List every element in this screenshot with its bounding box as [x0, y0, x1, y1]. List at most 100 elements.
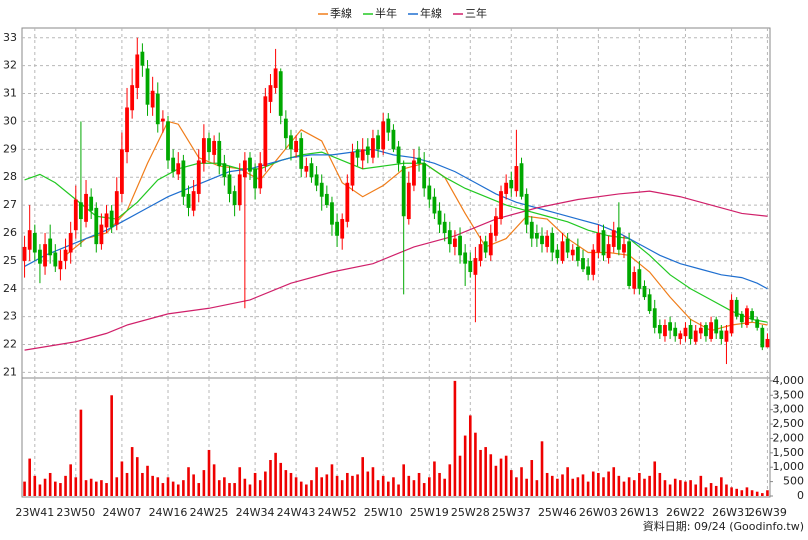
candle-body: [519, 163, 524, 197]
candle-body: [453, 238, 457, 247]
volume-bar: [166, 477, 170, 496]
x-tick-label: 25W37: [492, 506, 531, 519]
volume-bar: [59, 483, 62, 496]
volume-bar: [151, 475, 154, 496]
candle-body: [258, 163, 263, 189]
volume-bar: [648, 475, 651, 496]
candle-body: [396, 146, 401, 164]
candle-body: [663, 325, 667, 337]
volume-bar: [238, 467, 242, 496]
volume-bar: [453, 380, 457, 496]
x-tick-label: 25W28: [451, 506, 490, 519]
volume-bar: [627, 477, 631, 496]
candle-body: [319, 182, 324, 197]
candle-body: [335, 221, 339, 236]
candle-body: [355, 149, 360, 158]
x-tick-label: 25W10: [364, 506, 403, 519]
candle-body: [586, 266, 591, 275]
volume-bar: [233, 483, 236, 496]
volume-bar: [673, 478, 677, 496]
legend-label: 三年: [465, 6, 487, 20]
candle-body: [709, 322, 713, 339]
candle-body: [596, 232, 601, 253]
candle-body: [253, 168, 258, 189]
candle-body: [248, 157, 252, 172]
volume-bar: [130, 447, 134, 496]
candle-body: [545, 235, 550, 247]
volume-bar: [69, 464, 72, 496]
candle-body: [130, 85, 135, 111]
volume-bar: [105, 483, 108, 496]
volume-bar: [438, 472, 441, 496]
candle-body: [678, 333, 683, 339]
volume-bar: [197, 483, 201, 496]
candle-body: [447, 230, 452, 245]
candle-body: [109, 210, 114, 228]
candle-body: [529, 221, 534, 239]
candle-body: [114, 191, 119, 225]
candle-body: [673, 327, 678, 337]
legend-label: 半年: [375, 6, 397, 20]
volume-bar: [684, 481, 687, 496]
candle-body: [145, 68, 150, 105]
volume-bar: [110, 395, 113, 496]
volume-bar: [376, 480, 380, 496]
candle-body: [412, 160, 416, 186]
volume-bar: [591, 471, 595, 496]
volume-bar: [43, 478, 47, 496]
volume-bar: [94, 481, 98, 496]
y2-tick-label: 3,500: [773, 388, 805, 401]
x-tick-label: 23W41: [15, 506, 54, 519]
candle-body: [755, 319, 760, 328]
candle-body: [683, 327, 688, 337]
candle-body: [668, 322, 672, 331]
volume-bar: [428, 477, 431, 496]
candle-body: [427, 185, 432, 200]
volume-bar: [381, 475, 385, 496]
candle-body: [166, 121, 170, 161]
volume-bar: [351, 475, 354, 496]
y2-tick-label: 2,000: [773, 431, 805, 444]
volume-bar: [207, 449, 211, 496]
volume-bar: [28, 458, 31, 496]
candle-body: [283, 118, 288, 139]
x-tick-label: 24W43: [277, 506, 316, 519]
volume-bar: [115, 477, 119, 496]
candle-body: [478, 244, 483, 261]
volume-bar: [766, 490, 769, 496]
candle-body: [622, 244, 626, 253]
candle-body: [391, 129, 396, 150]
candle-body: [693, 330, 698, 342]
candle-body: [207, 138, 211, 153]
volume-bar: [84, 480, 88, 496]
volume-bar: [638, 472, 641, 496]
x-tick-label: 23W50: [56, 506, 95, 519]
candle-body: [125, 107, 129, 153]
volume-bar: [402, 464, 405, 496]
y-tick-label: 22: [3, 338, 17, 351]
volume-bar: [146, 465, 149, 496]
candle-body: [201, 138, 206, 164]
candle-body: [340, 219, 345, 239]
candle-body: [186, 193, 191, 208]
volume-bar: [761, 493, 764, 496]
volume-bar: [417, 472, 421, 496]
volume-bar: [622, 481, 626, 496]
candle-body: [43, 244, 47, 267]
volume-bar: [407, 475, 411, 496]
volume-bar: [699, 475, 703, 496]
candle-body: [606, 244, 611, 259]
volume-bar: [161, 483, 165, 496]
candle-body: [27, 230, 32, 250]
volume-bar: [279, 462, 283, 496]
candle-body: [32, 232, 37, 253]
candle-body: [483, 241, 488, 253]
volume-bar: [709, 483, 713, 496]
candle-body: [104, 213, 109, 228]
volume-bar: [566, 467, 569, 496]
volume-bar: [248, 484, 252, 496]
y2-tick-label: 4,000: [773, 374, 805, 387]
volume-bar: [397, 484, 400, 496]
volume-bar: [387, 481, 390, 496]
ma-line: [24, 151, 768, 323]
